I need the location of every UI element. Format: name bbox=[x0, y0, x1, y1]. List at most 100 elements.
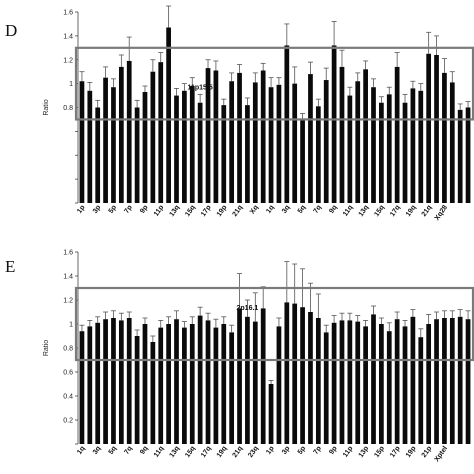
bar bbox=[79, 81, 85, 203]
bar bbox=[308, 312, 313, 444]
x-tick-label: 15q bbox=[184, 445, 197, 459]
x-tick-label: 15q bbox=[373, 204, 386, 218]
y-tick-label: 0.2 bbox=[63, 418, 73, 425]
bar bbox=[355, 81, 361, 203]
x-tick-label: 19q bbox=[405, 204, 418, 218]
y-tick-label: 1.6 bbox=[63, 10, 73, 17]
annotation-label: 2p16.1 bbox=[237, 305, 259, 312]
x-tick-label: 21q bbox=[232, 204, 245, 218]
bar bbox=[386, 331, 392, 444]
bar bbox=[118, 66, 124, 203]
bar bbox=[205, 68, 211, 203]
panel-e: E Ratio 0.2 0.4 0.6 0.8 1 1.2 1.4 1.6 2p16.1 1q 3q 5q… bbox=[5, 250, 474, 463]
x-tick-label: 13p bbox=[358, 445, 371, 459]
bar bbox=[355, 321, 361, 444]
x-tick-label: 1p bbox=[76, 204, 86, 215]
bar bbox=[229, 332, 235, 444]
bar bbox=[134, 107, 140, 203]
bar bbox=[111, 87, 116, 203]
bar bbox=[442, 318, 447, 444]
bar bbox=[434, 319, 439, 444]
bar bbox=[449, 82, 455, 203]
bar bbox=[260, 70, 266, 204]
bar bbox=[245, 105, 250, 203]
y-tick-label: 1.4 bbox=[63, 33, 73, 40]
y-tick-label: 1.2 bbox=[63, 298, 73, 305]
x-tick-label: 13q bbox=[168, 204, 181, 218]
bar bbox=[221, 105, 227, 203]
x-tick-label: 1q bbox=[76, 445, 86, 456]
x-tick-label: 21p bbox=[421, 445, 434, 459]
bar bbox=[150, 342, 156, 444]
bar bbox=[252, 82, 258, 203]
x-tick-label: 17q bbox=[200, 445, 213, 459]
x-tick-label: 9p bbox=[328, 445, 338, 456]
x-tick-label: 7p bbox=[313, 445, 323, 456]
x-tick-label: 5q bbox=[108, 445, 118, 456]
bar bbox=[371, 314, 376, 444]
x-tick-label: 1p bbox=[265, 445, 275, 456]
bar bbox=[134, 336, 140, 444]
bar bbox=[268, 87, 274, 203]
bar bbox=[284, 302, 290, 444]
bar bbox=[457, 109, 463, 203]
bar bbox=[465, 319, 471, 444]
bar bbox=[371, 87, 376, 203]
x-tick-label: 23q bbox=[247, 445, 260, 459]
bar bbox=[402, 326, 408, 444]
bar bbox=[111, 318, 116, 444]
bar bbox=[79, 331, 85, 444]
bar bbox=[418, 337, 424, 444]
bar bbox=[292, 303, 298, 444]
bar bbox=[465, 107, 471, 203]
bar bbox=[386, 94, 392, 203]
bar bbox=[174, 319, 179, 444]
x-tick-label: 11p bbox=[342, 445, 354, 459]
bar bbox=[95, 107, 101, 203]
bar bbox=[252, 321, 258, 444]
bar bbox=[300, 307, 305, 444]
bar bbox=[103, 319, 108, 444]
x-tick-label: 15p bbox=[373, 445, 386, 459]
x-tick-label: 21q bbox=[232, 445, 245, 459]
bar bbox=[284, 45, 290, 203]
x-tick-label: Xq bbox=[249, 204, 260, 215]
bar bbox=[182, 90, 187, 203]
x-tick-label: 7p bbox=[123, 204, 133, 215]
bar bbox=[221, 324, 227, 444]
bar bbox=[229, 81, 235, 203]
bar bbox=[150, 71, 156, 203]
bar bbox=[237, 72, 242, 203]
bar bbox=[339, 66, 345, 203]
x-tick-label: 1q bbox=[265, 204, 275, 215]
bar bbox=[276, 326, 282, 444]
bar bbox=[142, 324, 148, 444]
bar bbox=[158, 62, 164, 204]
x-tick-label: 5p bbox=[297, 445, 307, 456]
bar bbox=[394, 319, 400, 444]
x-tick-label: 13q bbox=[358, 204, 371, 218]
bar bbox=[315, 106, 321, 203]
bar bbox=[410, 316, 416, 444]
bar bbox=[268, 384, 274, 444]
x-tick-label: Xptel bbox=[434, 445, 450, 463]
x-tick-label: 11q bbox=[342, 204, 354, 218]
x-tick-label: 9q bbox=[328, 204, 338, 215]
y-tick-label: 1.4 bbox=[63, 274, 73, 281]
y-tick-label: 0.8 bbox=[63, 346, 73, 353]
x-tick-label: 19p bbox=[405, 445, 418, 459]
bar bbox=[197, 102, 203, 203]
bar bbox=[449, 318, 455, 444]
bar bbox=[245, 316, 250, 444]
y-tick-label: 1 bbox=[69, 81, 73, 88]
x-tick-label: 3q bbox=[281, 204, 291, 215]
y-tick-label: 1.2 bbox=[63, 57, 73, 64]
x-tick-label: 19p bbox=[216, 204, 229, 218]
x-tick-label: 7q bbox=[123, 445, 133, 456]
bar bbox=[158, 327, 164, 444]
bar bbox=[331, 322, 337, 444]
bar bbox=[363, 326, 368, 444]
x-tick-label: 21q bbox=[421, 204, 434, 218]
x-tick-label: 11q bbox=[153, 445, 165, 459]
bar bbox=[189, 86, 195, 203]
